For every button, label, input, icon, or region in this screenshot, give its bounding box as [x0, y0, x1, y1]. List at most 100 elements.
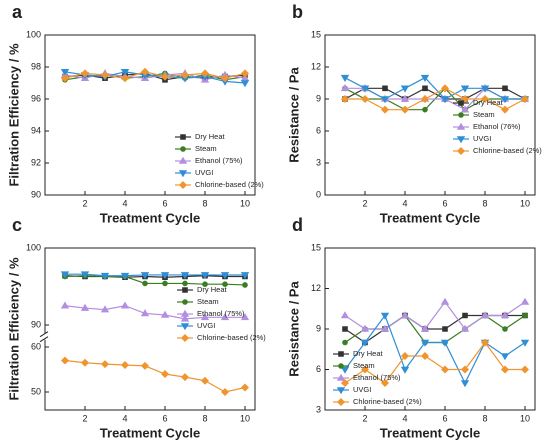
data-point	[440, 365, 450, 374]
series-line	[344, 341, 525, 384]
legend-label: Steam	[195, 144, 217, 153]
series-line	[344, 314, 526, 385]
x-tick-label: 8	[482, 413, 487, 423]
y-tick-label: 96	[31, 93, 41, 103]
data-point	[120, 272, 130, 281]
y-axis-title: Resistance / Pa	[286, 281, 301, 377]
data-point	[360, 324, 370, 332]
data-point	[480, 85, 490, 93]
legend-label: Dry Heat	[197, 285, 228, 294]
series-line	[64, 71, 246, 79]
data-point	[240, 80, 250, 88]
legend-label: Chlorine-based (2%)	[473, 146, 542, 155]
data-point	[460, 85, 470, 93]
legend-label: UVGI	[353, 385, 371, 394]
data-point	[380, 312, 390, 320]
legend-label: Dry Heat	[353, 349, 384, 358]
y-tick-label: 98	[31, 61, 41, 71]
data-point	[400, 351, 410, 361]
data-point	[340, 378, 350, 388]
data-point	[340, 94, 350, 104]
x-axis-title: Treatment Cycle	[380, 425, 480, 440]
y-tick-label: 0	[316, 189, 321, 199]
data-point	[160, 72, 170, 81]
data-point	[500, 96, 510, 104]
legend-marker	[336, 373, 346, 381]
data-point	[340, 74, 350, 82]
data-point	[520, 94, 530, 104]
data-point	[500, 353, 510, 361]
y-tick-label: 6	[316, 364, 321, 374]
data-point	[160, 310, 170, 318]
data-point	[220, 74, 230, 83]
data-point	[140, 361, 150, 370]
data-point	[142, 280, 148, 287]
x-tick-label: 6	[162, 198, 167, 208]
y-axis-title: Resistance / Pa	[286, 67, 301, 163]
data-point	[180, 314, 190, 322]
y-tick-label: 9	[316, 323, 321, 333]
data-point	[380, 378, 390, 388]
y-tick-label: 3	[316, 404, 321, 414]
legend-label: UVGI	[197, 321, 215, 330]
data-point	[60, 301, 70, 309]
x-tick-label: 6	[442, 198, 447, 208]
data-point	[100, 272, 110, 281]
data-point	[460, 365, 470, 374]
legend-label: Dry Heat	[473, 98, 504, 107]
legend-marker	[180, 333, 190, 343]
data-point	[460, 380, 470, 388]
data-point	[500, 105, 510, 114]
legend-marker	[178, 156, 188, 164]
legend-marker	[458, 100, 464, 106]
axis-break	[40, 333, 50, 340]
x-axis-title: Treatment Cycle	[380, 210, 480, 225]
data-point	[80, 303, 90, 311]
data-point	[420, 324, 430, 332]
x-tick-label: 2	[362, 413, 367, 423]
y-tick-label: 92	[31, 157, 41, 167]
x-tick-label: 10	[240, 198, 250, 208]
y-tick-label: 90	[31, 189, 41, 199]
x-tick-label: 4	[402, 413, 407, 423]
data-point	[360, 365, 370, 374]
data-point	[340, 311, 350, 319]
legend-label: Ethanol (76%)	[473, 122, 521, 131]
data-point	[400, 311, 410, 319]
y-tick-label: 50	[31, 386, 41, 396]
legend-marker	[180, 146, 186, 152]
data-point	[520, 339, 530, 347]
data-point	[200, 69, 210, 78]
series-line	[64, 71, 246, 84]
data-point	[220, 387, 230, 397]
data-point	[240, 313, 250, 321]
data-point	[60, 356, 70, 365]
data-point	[140, 309, 150, 317]
plot-frame	[44, 247, 256, 411]
data-point	[100, 70, 110, 80]
data-point	[522, 312, 528, 319]
data-point	[200, 376, 210, 385]
legend-marker	[178, 170, 188, 178]
data-point	[460, 324, 470, 332]
data-point	[480, 338, 490, 347]
data-point	[120, 74, 130, 83]
data-point	[60, 74, 70, 83]
data-point	[500, 365, 510, 374]
panel-letter: d	[292, 215, 303, 235]
data-point	[440, 96, 450, 104]
legend-label: UVGI	[473, 134, 491, 143]
series-line	[64, 275, 246, 286]
data-point	[200, 313, 210, 321]
plot-frame	[44, 34, 256, 196]
legend-marker	[180, 309, 190, 317]
y-axis-title: Filtration Efficiency / %	[6, 43, 21, 186]
x-tick-label: 4	[122, 413, 127, 423]
data-point	[180, 70, 190, 80]
series-line	[344, 76, 525, 100]
y-tick-label: 100	[26, 29, 41, 39]
panel-letter: b	[292, 2, 303, 22]
legend-marker	[182, 287, 188, 293]
data-point	[222, 281, 228, 287]
data-point	[440, 84, 450, 93]
